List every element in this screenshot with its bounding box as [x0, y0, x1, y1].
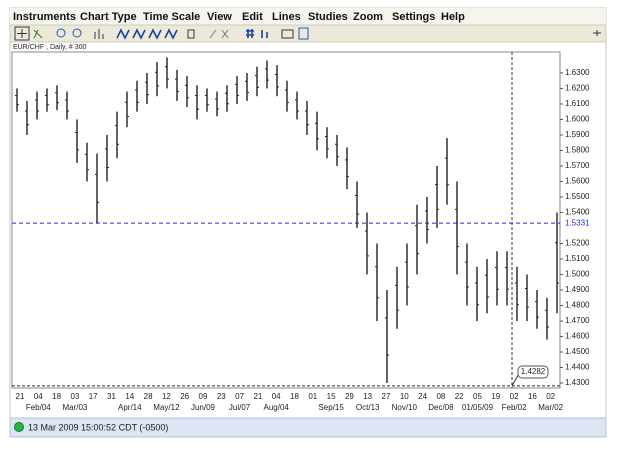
x-tick-label: 24 [418, 392, 427, 401]
x-tick-label: 05 [473, 392, 482, 401]
x-tick-label: 08 [436, 392, 445, 401]
x-tick-label: 28 [144, 392, 153, 401]
menu-item[interactable]: Help [441, 11, 465, 23]
y-tick-label: 1.6200 [565, 84, 590, 93]
bar-icon[interactable] [94, 29, 104, 39]
y-tick-label: 1.4400 [565, 363, 590, 372]
menu-item[interactable]: Settings [392, 11, 435, 23]
x-tick-label: 21 [16, 392, 25, 401]
status-text: 13 Mar 2009 15:00:52 CDT (-0500) [28, 422, 168, 432]
x-tick-label: 17 [89, 392, 98, 401]
x-tick-label: 10 [400, 392, 409, 401]
menu-item[interactable]: View [207, 11, 232, 23]
x-tick-label: 04 [272, 392, 281, 401]
y-tick-label: 1.5100 [565, 254, 590, 263]
x-month-label: Oct/13 [356, 403, 380, 412]
x-tick-label: 22 [455, 392, 464, 401]
x-month-label: Nov/10 [392, 403, 418, 412]
x-month-label: 01/05/09 [462, 403, 494, 412]
y-tick-label: 1.5900 [565, 130, 590, 139]
toolbar-icons [14, 26, 601, 41]
y-tick-label: 1.4800 [565, 301, 590, 310]
menu-item[interactable]: Instruments [13, 11, 76, 23]
crosshair-price: 1.5331 [565, 218, 590, 227]
x-tick-label: 12 [162, 392, 171, 401]
menu-item[interactable]: Lines [272, 11, 301, 23]
crosshair-tool[interactable] [14, 26, 30, 41]
y-tick-label: 1.6300 [565, 68, 590, 77]
pin[interactable] [593, 30, 601, 36]
x-month-label: May/12 [153, 403, 180, 412]
x-tick-label: 02 [510, 392, 519, 401]
chart-title: EUR/CHF , Daily, # 300 [13, 44, 86, 51]
x-tick-label: 07 [235, 392, 244, 401]
icon [17, 29, 27, 38]
connection-indicator [14, 422, 24, 432]
x-tick-label: 19 [491, 392, 500, 401]
x-month-label: Mar/02 [538, 403, 563, 412]
zoom-in[interactable] [56, 28, 66, 38]
x-tick-label: 23 [217, 392, 226, 401]
x-tick-label: 26 [180, 392, 189, 401]
icon[interactable] [209, 29, 229, 39]
x-month-label: Jun/09 [191, 403, 216, 412]
icon[interactable] [261, 30, 268, 38]
x-tick-label: 14 [125, 392, 134, 401]
preview[interactable] [298, 27, 309, 40]
y-tick-label: 1.5800 [565, 146, 590, 155]
x-month-label: Apr/14 [118, 403, 142, 412]
x-tick-label: 04 [34, 392, 43, 401]
menu-item[interactable]: Edit [242, 11, 263, 23]
x-tick-label: 09 [199, 392, 208, 401]
x-tick-label: 03 [70, 392, 79, 401]
y-tick-label: 1.5200 [565, 239, 590, 248]
menu-item[interactable]: Time Scale [143, 11, 200, 23]
x-month-label: Mar/03 [62, 403, 87, 412]
icon[interactable] [33, 29, 43, 39]
y-tick-label: 1.5600 [565, 177, 590, 186]
zoom-out[interactable] [72, 28, 82, 38]
icon[interactable] [187, 29, 195, 39]
x-month-label: Sep/15 [318, 403, 344, 412]
x-tick-label: 01 [308, 392, 317, 401]
menu-bar [10, 8, 606, 25]
x-tick-label: 31 [107, 392, 116, 401]
x-tick-label: 02 [546, 392, 555, 401]
status-bar [9, 417, 607, 438]
cursor-price: 1.4282 [521, 367, 546, 376]
y-tick-label: 1.5700 [565, 161, 590, 170]
y-tick-label: 1.5500 [565, 192, 590, 201]
x-month-label: Feb/02 [502, 403, 527, 412]
y-tick-label: 1.4500 [565, 347, 590, 356]
cursor-box [517, 365, 549, 379]
y-tick-label: 1.5000 [565, 270, 590, 279]
y-tick-label: 1.6100 [565, 99, 590, 108]
x-tick-label: 27 [382, 392, 391, 401]
y-tick-label: 1.5400 [565, 208, 590, 217]
x-tick-label: 15 [327, 392, 336, 401]
y-tick-label: 1.4900 [565, 285, 590, 294]
y-tick-label: 1.4300 [565, 378, 590, 387]
menu-item[interactable]: Studies [308, 11, 348, 23]
menu-item[interactable]: Chart Type [80, 11, 137, 23]
x-tick-label: 18 [52, 392, 61, 401]
x-month-label: Aug/04 [264, 403, 290, 412]
plot-area [11, 51, 561, 389]
y-tick-label: 1.4600 [565, 332, 590, 341]
print[interactable] [281, 29, 294, 39]
x-tick-label: 29 [345, 392, 354, 401]
x-tick-label: 21 [253, 392, 262, 401]
grid-tool[interactable] [246, 29, 254, 38]
x-tick-label: 13 [363, 392, 372, 401]
x-month-label: Jul/07 [229, 403, 251, 412]
x-month-label: Dec/08 [428, 403, 454, 412]
line-tools[interactable] [116, 28, 178, 40]
y-tick-label: 1.4700 [565, 316, 590, 325]
x-month-label: Feb/04 [26, 403, 51, 412]
x-tick-label: 18 [290, 392, 299, 401]
menu-item[interactable]: Zoom [353, 11, 383, 23]
x-tick-label: 16 [528, 392, 537, 401]
y-tick-label: 1.6000 [565, 115, 590, 124]
